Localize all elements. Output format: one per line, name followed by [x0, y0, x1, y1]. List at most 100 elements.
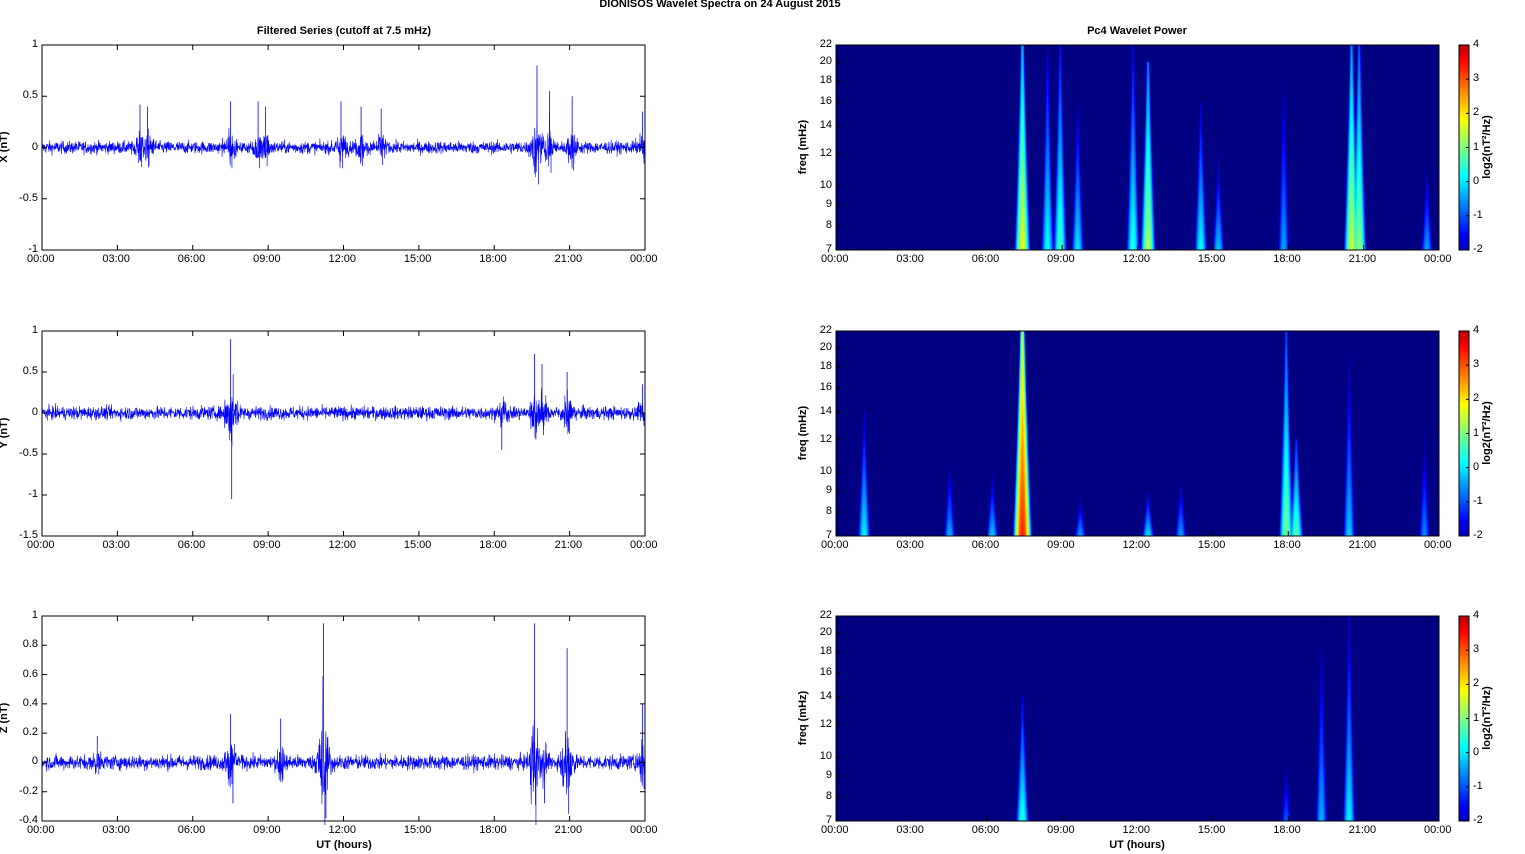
series-trace	[41, 388, 646, 443]
colorbar-tick-label: 1	[1473, 140, 1480, 153]
left-column-title: Filtered Series (cutoff at 7.5 mHz)	[256, 25, 432, 37]
heatmap-axes-y	[835, 330, 1440, 537]
xtick-label: 09:00	[1047, 253, 1075, 265]
series-trace	[41, 112, 646, 178]
ytick-label: 12	[819, 432, 832, 445]
ytick-label: 0.5	[22, 365, 38, 377]
right-column-title: Pc4 Wavelet Power	[1087, 25, 1187, 37]
ytick-label: 9	[825, 769, 832, 781]
xtick-label: 15:00	[1197, 824, 1226, 836]
xtick-label: 00:00	[1424, 539, 1452, 551]
axes-frame	[835, 330, 1440, 537]
colorbar-tick-label: 0	[1473, 174, 1480, 187]
xtick-label: 06:00	[177, 539, 206, 551]
ytick-label: 14	[819, 404, 832, 417]
xtick-label: 09:00	[253, 539, 281, 551]
xtick-label: 00:00	[821, 539, 849, 551]
ytick-label: 0.2	[22, 726, 38, 739]
ytick-label: 16	[819, 666, 832, 678]
ytick-label: 20	[819, 626, 832, 639]
ytick-label: 16	[819, 381, 832, 393]
xtick-label: 18:00	[1273, 539, 1301, 551]
timeseries-z	[41, 615, 646, 826]
ytick-label: 18	[819, 73, 832, 86]
colorbar-tick-label: -1	[1473, 208, 1483, 221]
ytick-label: 10	[819, 750, 832, 763]
xtick-label: 21:00	[554, 824, 583, 836]
ytick-label: 7	[825, 814, 832, 826]
colorbar-tick-label: -1	[1473, 779, 1483, 792]
xtick-label: 03:00	[896, 539, 924, 551]
figure-suptitle: DIONISOS Wavelet Spectra on 24 August 20…	[599, 0, 841, 10]
ytick-label: 0.8	[22, 638, 38, 651]
ytick-label: 7	[825, 243, 832, 255]
xtick-label: 15:00	[403, 539, 432, 551]
colorbar-tick-label: 1	[1473, 711, 1480, 724]
colorbar-tick-label: 0	[1473, 460, 1480, 473]
colorbar-tick-label: 1	[1473, 426, 1480, 439]
ytick-label: 0	[31, 755, 38, 768]
ytick-label: 0.5	[22, 89, 38, 102]
xtick-label: 21:00	[554, 253, 583, 265]
ytick-label: -0.4	[19, 814, 38, 826]
colorbar-tick-label: 2	[1473, 677, 1480, 690]
timeseries-x	[41, 44, 646, 251]
axes-frame	[41, 615, 646, 822]
xtick-label: 03:00	[896, 824, 924, 836]
colorbar	[1459, 331, 1469, 536]
colorbar-tick-label: 4	[1473, 609, 1480, 621]
xtick-label: 06:00	[971, 253, 1000, 265]
wavelet-heatmap-x	[836, 45, 1439, 250]
ytick-label: 0	[31, 406, 38, 418]
ytick-label: 12	[819, 717, 832, 730]
xtick-label: 15:00	[403, 253, 432, 265]
ytick-label: 1	[31, 324, 38, 336]
xtick-label: 00:00	[821, 253, 849, 265]
ytick-label: 8	[825, 790, 832, 803]
ytick-label: 22	[819, 324, 832, 336]
ytick-label: -0.2	[19, 784, 38, 797]
xtick-label: 21:00	[554, 539, 583, 551]
ytick-label: 12	[819, 146, 832, 159]
ytick-label: 20	[819, 55, 832, 68]
ytick-label: 8	[825, 219, 832, 232]
ytick-label: 22	[819, 609, 832, 621]
xtick-label: 06:00	[177, 253, 206, 265]
xtick-label: 09:00	[1047, 539, 1075, 551]
timeseries-y	[41, 330, 646, 537]
xtick-label: 00:00	[630, 824, 658, 836]
xtick-label: 21:00	[1348, 824, 1377, 836]
ytick-label: 22	[819, 38, 832, 50]
ytick-label: 18	[819, 644, 832, 657]
axes-frame	[835, 44, 1440, 251]
xtick-label: 18:00	[1273, 253, 1301, 265]
xtick-label: 12:00	[328, 253, 357, 265]
colorbar-tick-label: 3	[1473, 358, 1480, 371]
colorbar-tick-label: 2	[1473, 392, 1480, 405]
xtick-label: 00:00	[630, 253, 658, 265]
xtick-label: 18:00	[479, 253, 507, 265]
ytick-label: 10	[819, 465, 832, 478]
xtick-label: 00:00	[1424, 253, 1452, 265]
xtick-label: 00:00	[27, 253, 55, 265]
xtick-label: 03:00	[102, 539, 130, 551]
colorbar-tick-label: -1	[1473, 494, 1483, 507]
colorbar-tick-label: 4	[1473, 38, 1480, 50]
ytick-label: 0.6	[22, 667, 38, 680]
colorbar-tick-label: 3	[1473, 72, 1480, 85]
xtick-label: 21:00	[1348, 253, 1377, 265]
ytick-label: 1	[31, 609, 38, 621]
ytick-label: 16	[819, 95, 832, 107]
colorbar-tick-label: -2	[1473, 814, 1483, 826]
ytick-label: 7	[825, 529, 832, 541]
xtick-label: 09:00	[1047, 824, 1075, 836]
wavelet-heatmap-y	[836, 331, 1439, 536]
ytick-label: 18	[819, 359, 832, 372]
ytick-label: -1	[28, 243, 38, 255]
xtick-label: 00:00	[27, 824, 55, 836]
xtick-label: 18:00	[479, 539, 507, 551]
heatmap-axes-x	[835, 44, 1440, 251]
axes-frame	[41, 330, 646, 537]
xtick-label: 12:00	[328, 539, 357, 551]
